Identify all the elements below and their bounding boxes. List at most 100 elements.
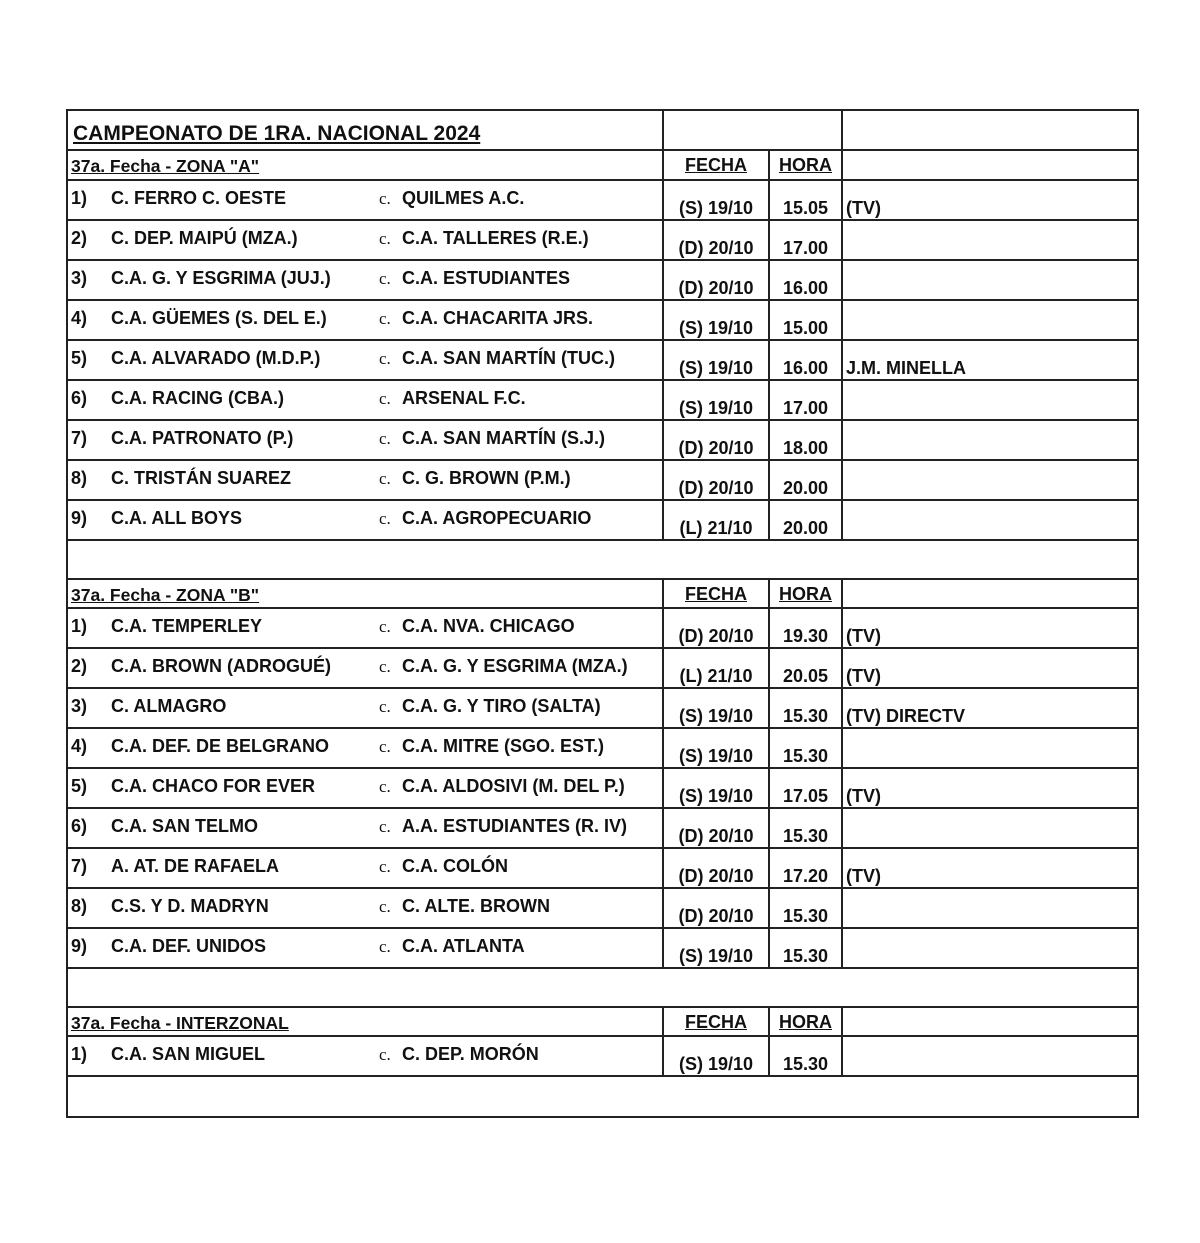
teams-cell: 6) C.A. SAN TELMO c. A.A. ESTUDIANTES (R. I…	[68, 809, 664, 847]
blank-cell	[68, 541, 1137, 578]
versus-label: c.	[379, 617, 391, 636]
away-team: A.A. ESTUDIANTES (R. IV)	[402, 816, 628, 836]
hora-cell: 15.30	[770, 929, 843, 967]
match-number: 9)	[71, 936, 88, 956]
match-time: 17.05	[782, 786, 829, 806]
match-time: 20.00	[782, 518, 829, 538]
fecha-cell: (D) 20/10	[664, 221, 770, 259]
notes-cell	[843, 261, 1137, 299]
away-team: C. G. BROWN (P.M.)	[402, 468, 571, 488]
match-number: 3)	[71, 696, 88, 716]
versus-label: c.	[379, 189, 391, 208]
hora-cell: 16.00	[770, 261, 843, 299]
fecha-cell: (D) 20/10	[664, 609, 770, 647]
fecha-cell: (S) 19/10	[664, 301, 770, 339]
hora-header-cell: HORA	[770, 151, 843, 179]
away-team: C.A. G. Y TIRO (SALTA)	[402, 696, 601, 716]
match-row: 2) C. DEP. MAIPÚ (MZA.) c. C.A. TALLERES (R…	[68, 221, 1137, 261]
header-extra-cell	[843, 151, 1137, 179]
section-heading-cell: 37a. Fecha - INTERZONAL	[68, 1008, 664, 1035]
match-date: (D) 20/10	[678, 826, 754, 846]
home-team: C.A. GÜEMES (S. DEL E.)	[111, 308, 327, 328]
match-time: 16.00	[782, 358, 829, 378]
match-row: 8) C. TRISTÁN SUAREZ c. C. G. BROWN (P.M.) (…	[68, 461, 1137, 501]
teams-cell: 5) C.A. CHACO FOR EVER c. C.A. ALDOSIVI (M.…	[68, 769, 664, 807]
match-row: 5) C.A. CHACO FOR EVER c. C.A. ALDOSIVI (M.…	[68, 769, 1137, 809]
away-team: C.A. TALLERES (R.E.)	[402, 228, 589, 248]
fecha-cell: (D) 20/10	[664, 461, 770, 499]
section-heading: 37a. Fecha - ZONA "A"	[71, 156, 260, 176]
blank-row	[68, 969, 1137, 1008]
away-team: C.A. ESTUDIANTES	[402, 268, 571, 288]
fecha-cell: (D) 20/10	[664, 261, 770, 299]
teams-cell: 8) C.S. Y D. MADRYN c. C. ALTE. BROWN	[68, 889, 664, 927]
away-team: C.A. G. Y ESGRIMA (MZA.)	[402, 656, 628, 676]
match-note: (TV)	[846, 626, 881, 646]
fecha-cell: (S) 19/10	[664, 729, 770, 767]
match-time: 15.00	[782, 318, 829, 338]
versus-label: c.	[379, 897, 391, 916]
match-date: (L) 21/10	[679, 666, 753, 686]
notes-cell: (TV)	[843, 181, 1137, 219]
match-number: 6)	[71, 816, 88, 836]
versus-label: c.	[379, 737, 391, 756]
match-note: (TV)	[846, 198, 881, 218]
teams-cell: 7) C.A. PATRONATO (P.) c. C.A. SAN MARTÍN (…	[68, 421, 664, 459]
match-date: (D) 20/10	[678, 906, 754, 926]
hora-cell: 19.30	[770, 609, 843, 647]
match-number: 9)	[71, 508, 88, 528]
notes-cell	[843, 221, 1137, 259]
header-extra-cell	[843, 580, 1137, 607]
hora-header: HORA	[779, 155, 832, 175]
match-date: (D) 20/10	[678, 478, 754, 498]
match-date: (D) 20/10	[678, 626, 754, 646]
match-row: 9) C.A. DEF. UNIDOS c. C.A. ATLANTA (S) 19/1…	[68, 929, 1137, 969]
hora-cell: 15.30	[770, 689, 843, 727]
home-team: C.A. DEF. UNIDOS	[111, 936, 267, 956]
teams-cell: 9) C.A. ALL BOYS c. C.A. AGROPECUARIO	[68, 501, 664, 539]
match-time: 19.30	[782, 626, 829, 646]
notes-cell	[843, 809, 1137, 847]
section-heading: 37a. Fecha - ZONA "B"	[71, 585, 260, 605]
teams-cell: 8) C. TRISTÁN SUAREZ c. C. G. BROWN (P.M.)	[68, 461, 664, 499]
versus-label: c.	[379, 817, 391, 836]
teams-cell: 2) C.A. BROWN (ADROGUÉ) c. C.A. G. Y ESGRIM…	[68, 649, 664, 687]
hora-cell: 16.00	[770, 341, 843, 379]
versus-label: c.	[379, 309, 391, 328]
hora-cell: 15.00	[770, 301, 843, 339]
match-number: 2)	[71, 656, 88, 676]
notes-cell: (TV)	[843, 649, 1137, 687]
fecha-cell: (D) 20/10	[664, 809, 770, 847]
match-number: 5)	[71, 776, 88, 796]
notes-cell	[843, 889, 1137, 927]
match-number: 3)	[71, 268, 88, 288]
fecha-header: FECHA	[685, 155, 747, 175]
section-heading-cell: 37a. Fecha - ZONA "A"	[68, 151, 664, 179]
match-row: 1) C. FERRO C. OESTE c. QUILMES A.C. (S) 19/…	[68, 181, 1137, 221]
fecha-header-cell: FECHA	[664, 580, 770, 607]
title-row: CAMPEONATO DE 1RA. NACIONAL 2024	[68, 111, 1137, 151]
versus-label: c.	[379, 469, 391, 488]
match-time: 18.00	[782, 438, 829, 458]
fecha-cell: (L) 21/10	[664, 649, 770, 687]
match-row: 9) C.A. ALL BOYS c. C.A. AGROPECUARIO (L) 21…	[68, 501, 1137, 541]
teams-cell: 5) C.A. ALVARADO (M.D.P.) c. C.A. SAN MARTÍ…	[68, 341, 664, 379]
match-date: (S) 19/10	[678, 318, 754, 338]
home-team: C. TRISTÁN SUAREZ	[111, 468, 291, 488]
match-row: 3) C. ALMAGRO c. C.A. G. Y TIRO (SALTA) (S) …	[68, 689, 1137, 729]
match-date: (S) 19/10	[678, 946, 754, 966]
match-time: 16.00	[782, 278, 829, 298]
match-number: 7)	[71, 856, 88, 876]
match-row: 7) A. AT. DE RAFAELA c. C.A. COLÓN (D) 20/10…	[68, 849, 1137, 889]
hora-cell: 15.30	[770, 1037, 843, 1075]
home-team: C.A. SAN MIGUEL	[111, 1044, 266, 1064]
teams-cell: 4) C.A. GÜEMES (S. DEL E.) c. C.A. CHACARIT…	[68, 301, 664, 339]
notes-cell	[843, 421, 1137, 459]
match-row: 6) C.A. SAN TELMO c. A.A. ESTUDIANTES (R. I…	[68, 809, 1137, 849]
home-team: C.A. SAN TELMO	[111, 816, 258, 836]
section-header-row: 37a. Fecha - ZONA "B" FECHA HORA	[68, 580, 1137, 609]
notes-cell	[843, 381, 1137, 419]
away-team: C. DEP. MORÓN	[402, 1044, 539, 1064]
match-note: J.M. MINELLA	[846, 358, 966, 378]
fecha-cell: (S) 19/10	[664, 341, 770, 379]
